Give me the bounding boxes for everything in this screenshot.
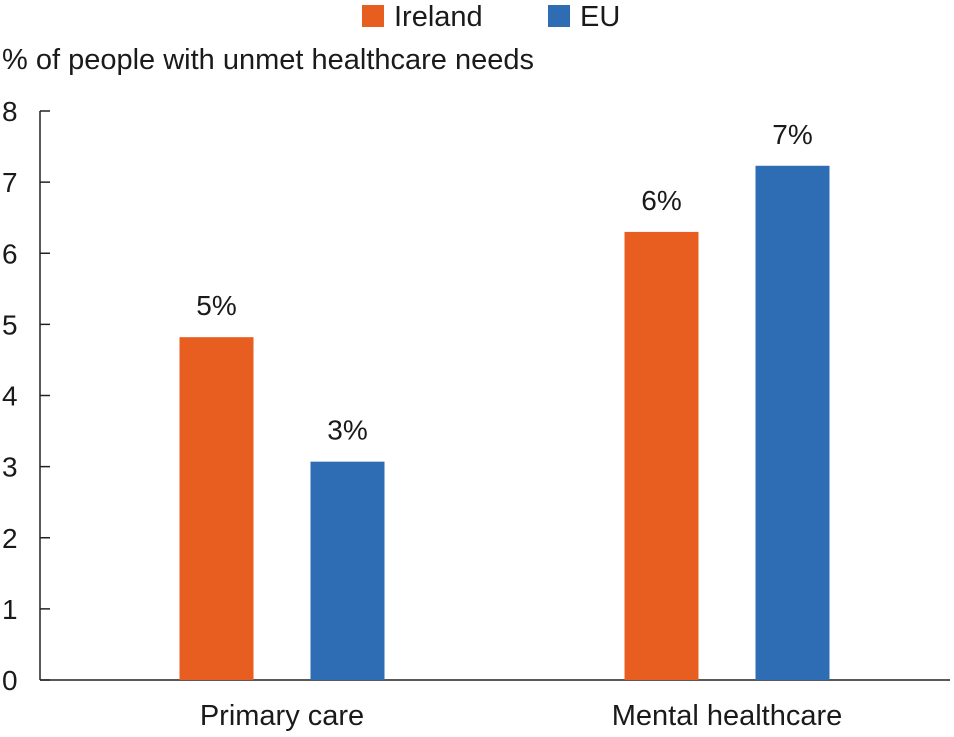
data-label: 7% — [772, 119, 812, 150]
y-tick-label: 5 — [2, 309, 18, 340]
x-tick-label: Primary care — [200, 700, 364, 732]
y-tick-label: 7 — [2, 167, 18, 198]
y-tick-label: 1 — [2, 594, 18, 625]
y-tick-label: 3 — [2, 452, 18, 483]
y-tick-label: 4 — [2, 381, 18, 412]
legend-swatch-eu — [548, 5, 570, 27]
y-tick-label: 2 — [2, 523, 18, 554]
bars: 5% 6% 3% 7% — [179, 119, 830, 681]
x-tick-label: Mental healthcare — [612, 700, 843, 732]
data-label: 5% — [196, 290, 236, 321]
y-tick-label: 6 — [2, 238, 18, 269]
legend-label: EU — [580, 1, 620, 33]
legend-swatch-ireland — [362, 5, 384, 27]
legend-label: Ireland — [394, 1, 483, 33]
y-axis-label: % of people with unmet healthcare needs — [2, 44, 534, 76]
bar-eu-1 — [755, 165, 830, 681]
y-tick-label: 8 — [2, 96, 18, 127]
axes: 0 1 2 3 4 5 6 7 8 Primary care Mental healthcare — [2, 96, 950, 732]
bar-ireland-0 — [179, 337, 254, 680]
data-label: 3% — [327, 415, 367, 446]
y-tick-label: 0 — [2, 665, 18, 696]
data-label: 6% — [641, 185, 681, 216]
bar-ireland-1 — [624, 231, 699, 680]
legend: Ireland EU — [362, 1, 620, 33]
bar-eu-0 — [310, 461, 385, 680]
